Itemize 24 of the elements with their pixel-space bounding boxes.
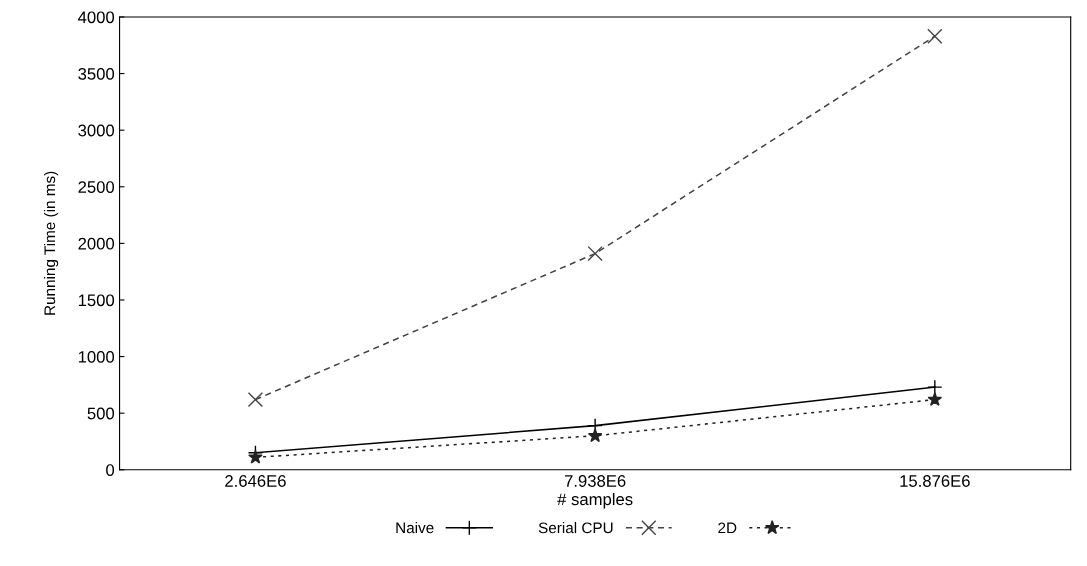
y-tick-label: 500 [87, 407, 115, 420]
point [927, 379, 943, 395]
y-tick-label: 4000 [78, 11, 115, 24]
y-axis-title: Running Time (in ms) [43, 171, 59, 315]
y-tick-label: 2000 [78, 237, 115, 250]
legend-label: 2D [718, 522, 737, 534]
y-tick-label: 2500 [78, 181, 115, 193]
legend-label: Naive [396, 522, 434, 534]
y-tick-label: 1500 [78, 294, 115, 307]
point [587, 428, 603, 443]
x-axis-title: # samples [557, 492, 633, 509]
point [927, 28, 943, 44]
point [248, 449, 263, 464]
point [587, 245, 603, 262]
y-tick-label: 3000 [78, 124, 115, 137]
y-tick-label: 3500 [78, 67, 115, 80]
y-tick-label: 1000 [78, 350, 115, 363]
x-tick-label: 15.876E6 [900, 475, 970, 487]
x-tick-label: 7.938E6 [564, 475, 626, 487]
y-tick-label: 0 [106, 464, 115, 476]
point [927, 391, 943, 406]
point [247, 391, 264, 408]
legend-label: Serial CPU [538, 522, 613, 534]
x-tick-label: 2.646E6 [225, 475, 286, 487]
